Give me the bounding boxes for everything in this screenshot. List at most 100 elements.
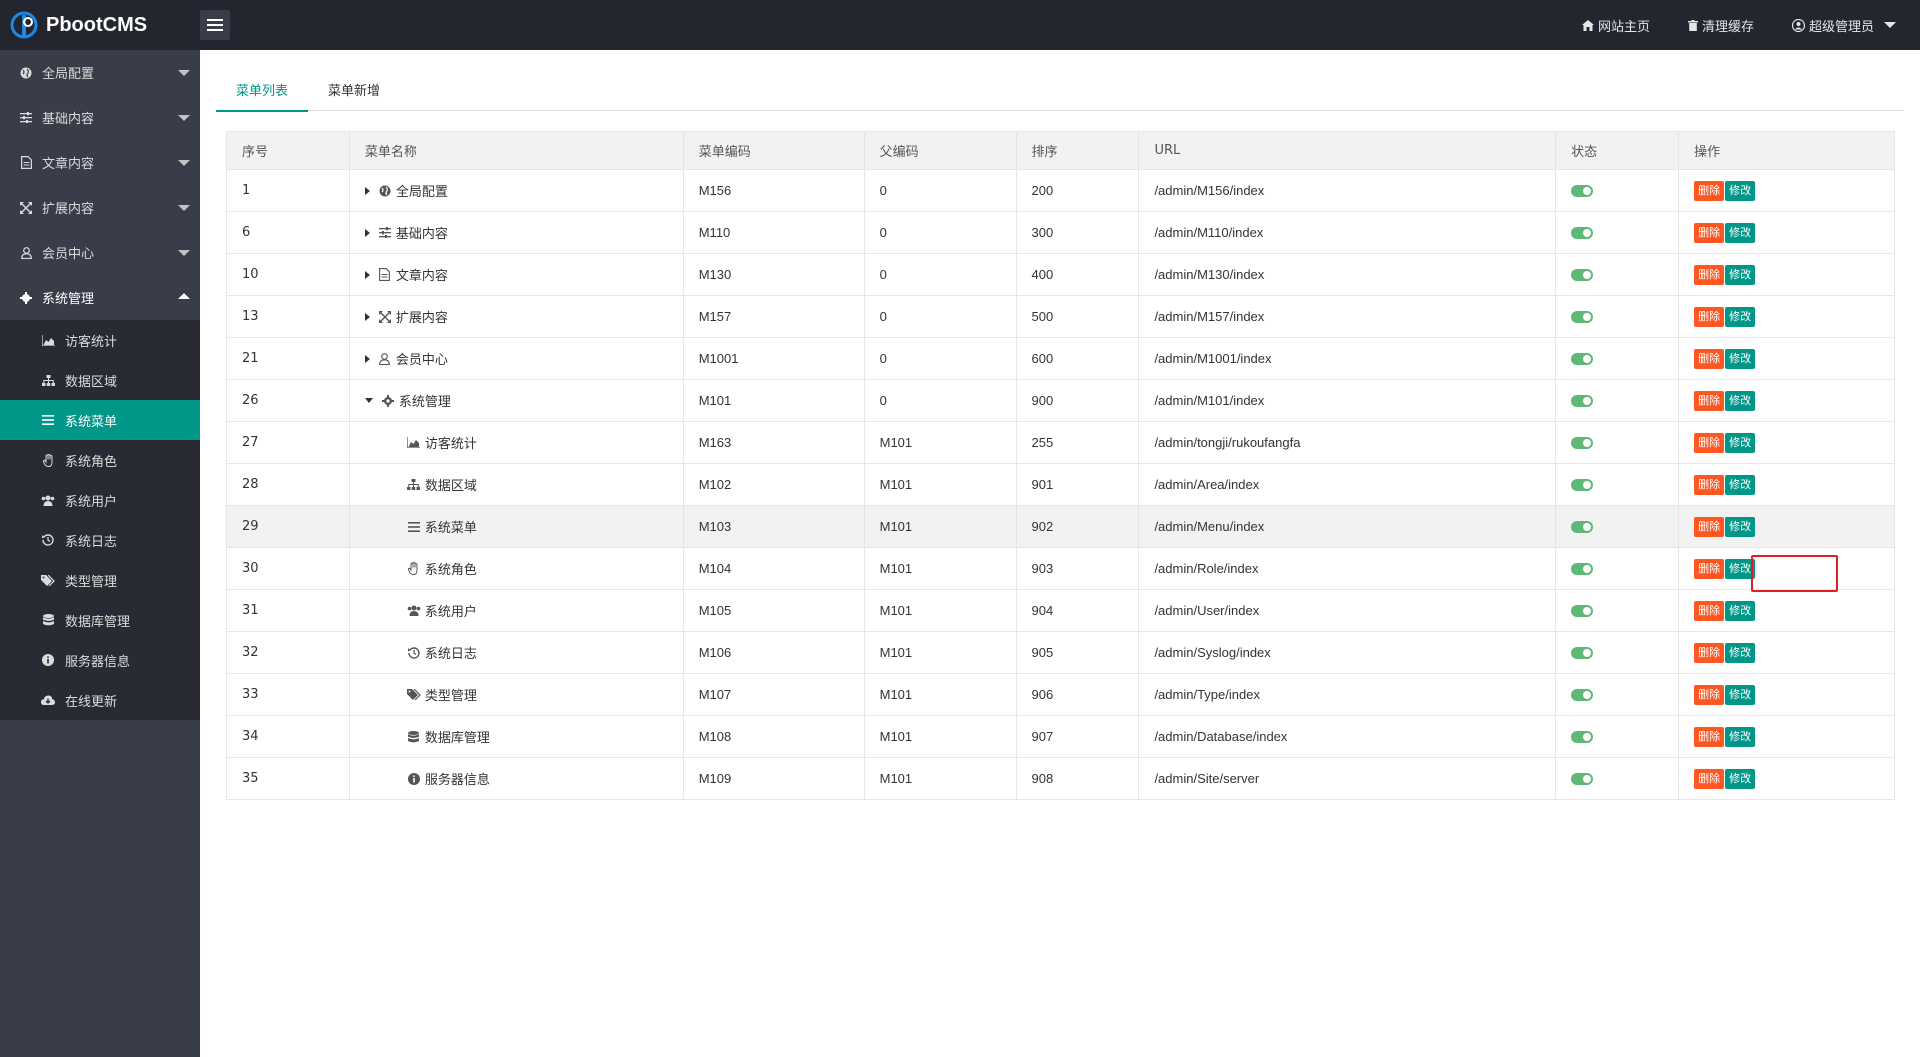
status-toggle[interactable] — [1571, 772, 1594, 785]
gear-icon — [18, 291, 34, 304]
delete-button[interactable]: 删除 — [1694, 222, 1725, 243]
sidebar-group-article-content[interactable]: 文章内容 — [0, 140, 200, 185]
edit-button[interactable]: 修改 — [1725, 558, 1756, 579]
logo[interactable]: PbootCMS — [10, 0, 147, 50]
edit-button[interactable]: 修改 — [1725, 306, 1756, 327]
edit-button[interactable]: 修改 — [1725, 180, 1756, 201]
sidebar-item-system-log[interactable]: 系统日志 — [0, 520, 200, 560]
table-row: 30 系统角色 M104 M101 903/admin/Role/index 删除 修改 — [226, 547, 1895, 590]
delete-button[interactable]: 删除 — [1694, 474, 1725, 495]
delete-button[interactable]: 删除 — [1694, 348, 1725, 369]
menu-name-label: 会员中心 — [395, 353, 448, 368]
status-toggle[interactable] — [1571, 478, 1594, 491]
column-header-code: 菜单编码 — [682, 131, 865, 170]
user-menu[interactable]: 超级管理员 — [1791, 16, 1896, 35]
status-toggle[interactable] — [1571, 226, 1594, 239]
cell-menu-code: M156 — [682, 169, 865, 212]
status-toggle[interactable] — [1571, 436, 1594, 449]
collapse-down-icon[interactable] — [364, 398, 373, 403]
delete-button[interactable]: 删除 — [1694, 768, 1725, 789]
edit-button[interactable]: 修改 — [1725, 348, 1756, 369]
sidebar-item-visitor-stats[interactable]: 访客统计 — [0, 320, 200, 360]
cell-status — [1555, 295, 1680, 338]
cell-sort: 907 — [1015, 715, 1140, 758]
sidebar-toggle-button[interactable] — [200, 10, 230, 40]
clear-cache-link[interactable]: 清理缓存 — [1687, 16, 1754, 35]
main-content: 菜单列表 菜单新增 序号 菜单名称 菜单编码 父编码 排序 URL 状态 操作 … — [200, 50, 1920, 1057]
info-circle-icon — [407, 772, 421, 785]
edit-button[interactable]: 修改 — [1725, 390, 1756, 411]
delete-button[interactable]: 删除 — [1694, 600, 1725, 621]
status-toggle[interactable] — [1571, 688, 1594, 701]
status-toggle[interactable] — [1571, 646, 1594, 659]
cell-menu-name: 系统管理 — [348, 379, 684, 422]
sidebar-group-basic-content[interactable]: 基础内容 — [0, 95, 200, 140]
cell-id: 10 — [226, 253, 350, 296]
edit-button[interactable]: 修改 — [1725, 600, 1756, 621]
cell-sort: 300 — [1015, 211, 1140, 254]
delete-button[interactable]: 删除 — [1694, 306, 1725, 327]
sidebar-item-online-update[interactable]: 在线更新 — [0, 680, 200, 720]
cell-status — [1555, 463, 1680, 506]
edit-button[interactable]: 修改 — [1725, 264, 1756, 285]
expand-right-icon[interactable] — [364, 228, 370, 237]
delete-button[interactable]: 删除 — [1694, 390, 1725, 411]
edit-button[interactable]: 修改 — [1725, 726, 1756, 747]
edit-button[interactable]: 修改 — [1725, 474, 1756, 495]
tab-menu-list[interactable]: 菜单列表 — [216, 68, 309, 112]
status-toggle[interactable] — [1571, 394, 1594, 407]
edit-button[interactable]: 修改 — [1725, 684, 1756, 705]
sidebar-group-label: 会员中心 — [42, 247, 95, 262]
status-toggle[interactable] — [1571, 268, 1594, 281]
expand-right-icon[interactable] — [364, 312, 370, 321]
sidebar-group-global-config[interactable]: 全局配置 — [0, 50, 200, 95]
edit-button[interactable]: 修改 — [1725, 222, 1756, 243]
cell-parent-code: M101 — [863, 421, 1017, 464]
cell-status — [1555, 757, 1680, 800]
menu-name-label: 类型管理 — [424, 689, 477, 704]
sidebar-item-database-management[interactable]: 数据库管理 — [0, 600, 200, 640]
expand-right-icon[interactable] — [364, 354, 370, 363]
sidebar-item-label: 类型管理 — [65, 574, 118, 590]
status-toggle[interactable] — [1571, 604, 1594, 617]
delete-button[interactable]: 删除 — [1694, 180, 1725, 201]
edit-button[interactable]: 修改 — [1725, 642, 1756, 663]
sidebar-item-data-area[interactable]: 数据区域 — [0, 360, 200, 400]
cell-menu-name: 基础内容 — [348, 211, 684, 254]
status-toggle[interactable] — [1571, 352, 1594, 365]
cell-menu-code: M109 — [682, 757, 865, 800]
status-toggle[interactable] — [1571, 730, 1594, 743]
edit-button[interactable]: 修改 — [1725, 432, 1756, 453]
status-toggle[interactable] — [1571, 310, 1594, 323]
delete-button[interactable]: 删除 — [1694, 558, 1725, 579]
expand-right-icon[interactable] — [364, 186, 370, 195]
cell-id: 27 — [226, 421, 350, 464]
sidebar-group-system-management[interactable]: 系统管理 — [0, 275, 200, 320]
status-toggle[interactable] — [1571, 184, 1594, 197]
delete-button[interactable]: 删除 — [1694, 684, 1725, 705]
sidebar-item-system-role[interactable]: 系统角色 — [0, 440, 200, 480]
site-home-link[interactable]: 网站主页 — [1581, 16, 1650, 35]
sidebar-group-member-center[interactable]: 会员中心 — [0, 230, 200, 275]
sidebar-item-system-user[interactable]: 系统用户 — [0, 480, 200, 520]
sidebar-group-extended-content[interactable]: 扩展内容 — [0, 185, 200, 230]
delete-button[interactable]: 删除 — [1694, 516, 1725, 537]
database-icon — [40, 614, 56, 626]
expand-right-icon[interactable] — [364, 270, 370, 279]
tab-menu-add[interactable]: 菜单新增 — [328, 84, 381, 99]
delete-button[interactable]: 删除 — [1694, 642, 1725, 663]
status-toggle[interactable] — [1571, 520, 1594, 533]
cell-id: 32 — [226, 631, 350, 674]
delete-button[interactable]: 删除 — [1694, 264, 1725, 285]
delete-button[interactable]: 删除 — [1694, 432, 1725, 453]
delete-button[interactable]: 删除 — [1694, 726, 1725, 747]
sidebar-item-system-menu[interactable]: 系统菜单 — [0, 400, 200, 440]
sidebar-item-type-management[interactable]: 类型管理 — [0, 560, 200, 600]
users-icon — [407, 605, 421, 616]
edit-button[interactable]: 修改 — [1725, 768, 1756, 789]
edit-button[interactable]: 修改 — [1725, 516, 1756, 537]
cell-actions: 删除 修改 — [1678, 253, 1895, 296]
cell-sort: 500 — [1015, 295, 1140, 338]
status-toggle[interactable] — [1571, 562, 1594, 575]
sidebar-item-server-info[interactable]: 服务器信息 — [0, 640, 200, 680]
